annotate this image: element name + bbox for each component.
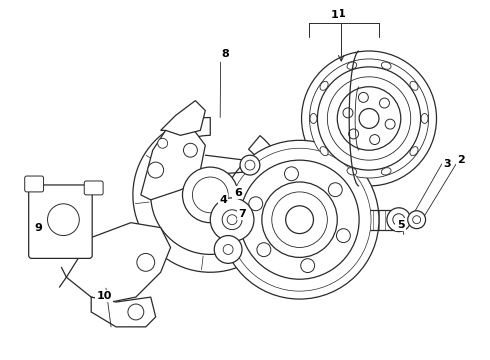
Circle shape	[272, 192, 327, 247]
Circle shape	[343, 108, 353, 118]
Text: 2: 2	[458, 156, 465, 165]
Circle shape	[413, 216, 420, 224]
Text: 4: 4	[219, 195, 227, 204]
Circle shape	[408, 211, 426, 229]
Circle shape	[214, 235, 242, 264]
Text: 9: 9	[34, 223, 42, 233]
Ellipse shape	[410, 81, 418, 90]
Ellipse shape	[410, 147, 418, 156]
Ellipse shape	[320, 81, 328, 90]
Circle shape	[385, 119, 395, 129]
Text: 8: 8	[221, 49, 229, 59]
Circle shape	[301, 51, 437, 186]
Ellipse shape	[381, 168, 391, 175]
Text: 5: 5	[397, 220, 404, 230]
Circle shape	[359, 109, 379, 129]
Circle shape	[137, 253, 155, 271]
FancyBboxPatch shape	[84, 181, 103, 195]
Circle shape	[301, 259, 315, 273]
Circle shape	[370, 135, 380, 144]
Text: 6: 6	[234, 188, 242, 198]
Circle shape	[393, 214, 405, 226]
Polygon shape	[133, 117, 288, 272]
Text: 7: 7	[239, 209, 246, 219]
Polygon shape	[161, 100, 205, 135]
Ellipse shape	[421, 113, 428, 123]
Text: 3: 3	[443, 159, 451, 169]
Circle shape	[240, 160, 359, 279]
Text: 1: 1	[338, 9, 345, 19]
Ellipse shape	[320, 147, 328, 156]
Circle shape	[210, 198, 254, 242]
FancyBboxPatch shape	[29, 185, 92, 258]
FancyBboxPatch shape	[24, 176, 44, 192]
Circle shape	[249, 197, 263, 211]
Circle shape	[222, 210, 242, 230]
Circle shape	[182, 167, 238, 223]
Circle shape	[148, 162, 164, 178]
Ellipse shape	[310, 113, 317, 123]
Text: 10: 10	[97, 291, 112, 301]
Polygon shape	[91, 297, 156, 327]
Circle shape	[310, 59, 429, 178]
Circle shape	[380, 98, 390, 108]
Circle shape	[262, 182, 337, 257]
Circle shape	[158, 138, 168, 148]
Polygon shape	[141, 125, 205, 200]
Circle shape	[358, 93, 368, 102]
Circle shape	[227, 215, 237, 225]
Circle shape	[387, 208, 411, 231]
Circle shape	[257, 243, 271, 257]
Circle shape	[245, 160, 255, 170]
Circle shape	[223, 244, 233, 255]
Circle shape	[228, 148, 371, 291]
Circle shape	[240, 155, 260, 175]
Circle shape	[327, 77, 411, 160]
Circle shape	[285, 167, 298, 181]
Circle shape	[286, 206, 314, 234]
Circle shape	[337, 229, 350, 243]
Circle shape	[48, 204, 79, 235]
Circle shape	[318, 67, 420, 170]
Circle shape	[337, 87, 401, 150]
Circle shape	[220, 140, 379, 299]
Ellipse shape	[347, 168, 357, 175]
Circle shape	[349, 129, 359, 139]
Circle shape	[183, 143, 197, 157]
Ellipse shape	[347, 62, 357, 69]
Ellipse shape	[381, 62, 391, 69]
Circle shape	[193, 177, 228, 213]
Polygon shape	[66, 223, 171, 302]
Circle shape	[128, 304, 144, 320]
Circle shape	[328, 183, 342, 197]
Text: 1: 1	[331, 10, 339, 20]
